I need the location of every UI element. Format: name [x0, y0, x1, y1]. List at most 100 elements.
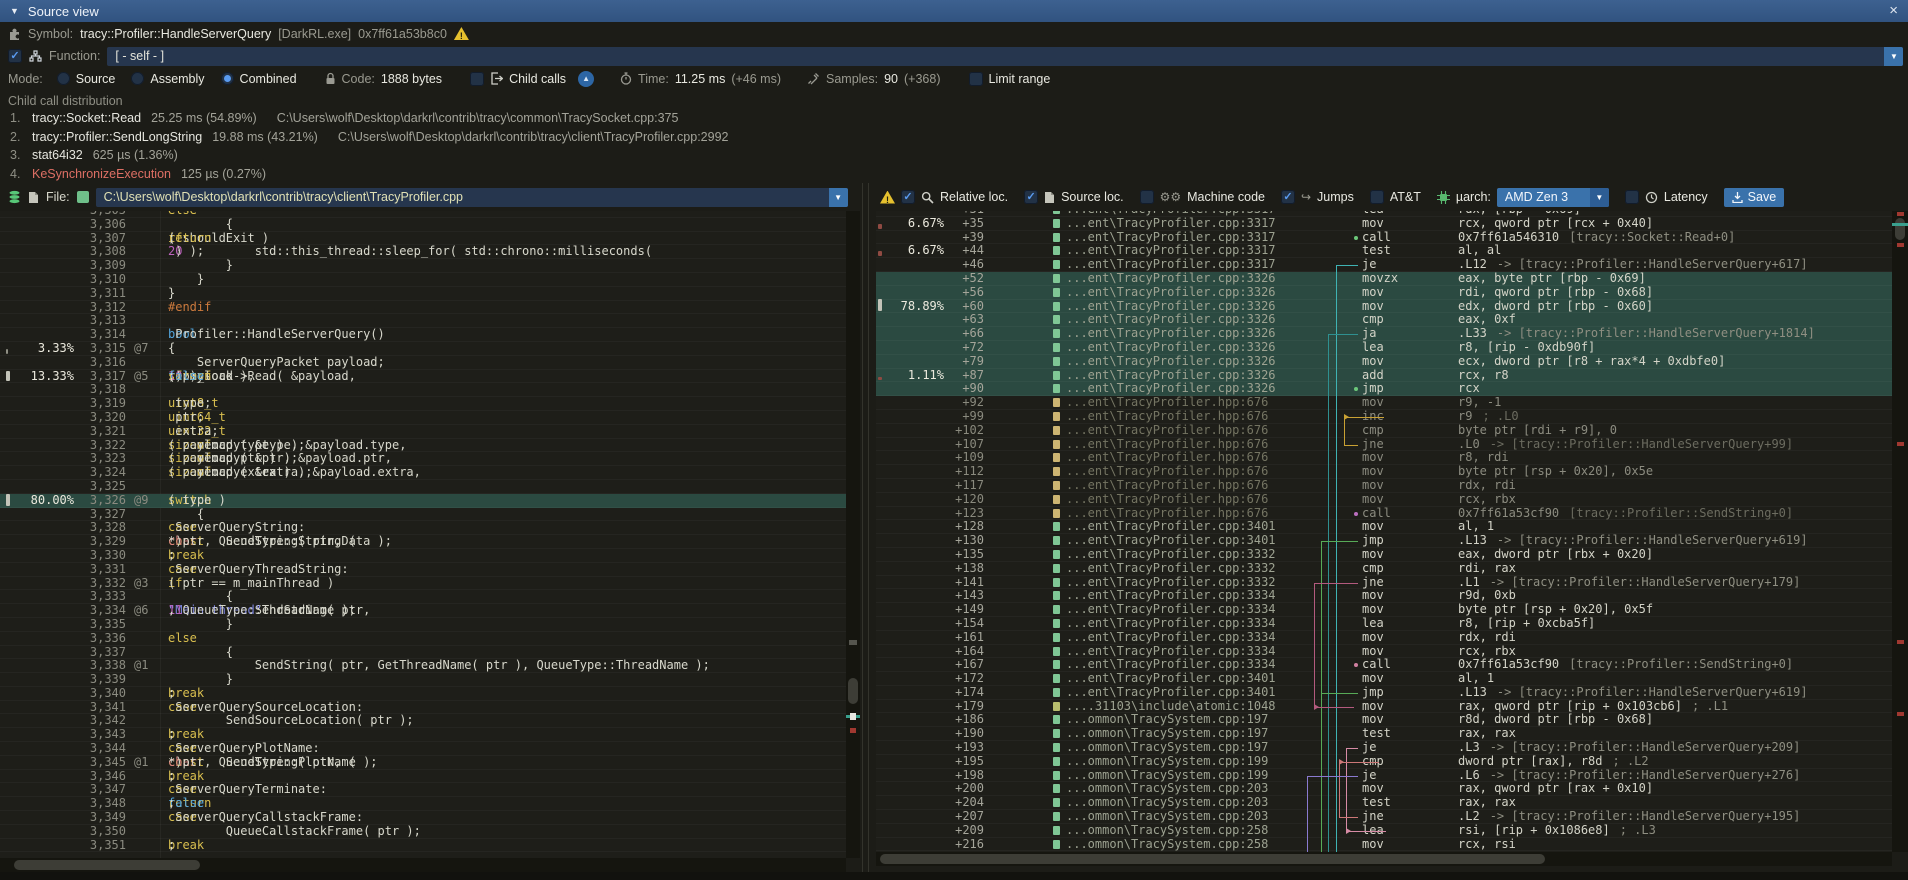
source-line-row[interactable]: 3,341 case ServerQuerySourceLocation:: [0, 700, 846, 715]
chevron-down-icon[interactable]: ▼: [828, 187, 848, 207]
asm-instruction-row[interactable]: +207 ...ommon\TracySystem.cpp:203 jne .L2 ->…: [876, 809, 1892, 824]
source-line-row[interactable]: 3,319 uint8_t type;: [0, 396, 846, 411]
asm-instruction-row[interactable]: +109 ...ent\TracyProfiler.hpp:676 mov r8, r…: [876, 450, 1892, 465]
source-line-row[interactable]: 3,311}: [0, 286, 846, 301]
scrollbar-thumb[interactable]: [880, 854, 1545, 864]
source-line-row[interactable]: 3,322 memcpy( &type, &payload.type, size…: [0, 438, 846, 453]
child-call-item[interactable]: 2. tracy::Profiler::SendLongString 19.88 m…: [0, 128, 1908, 147]
asm-instruction-row[interactable]: +112 ...ent\TracyProfiler.hpp:676 mov byte …: [876, 464, 1892, 479]
scrollbar-thumb[interactable]: [14, 860, 200, 870]
asm-instruction-row[interactable]: +128 ...ent\TracyProfiler.cpp:3401 mov al, …: [876, 519, 1892, 534]
asm-instruction-row[interactable]: +130 ...ent\TracyProfiler.cpp:3401 jmp .L13…: [876, 533, 1892, 548]
source-line-row[interactable]: 3,324 memcpy( &extra, &payload.extra, si…: [0, 465, 846, 480]
source-line-row[interactable]: 13.33% 3,317 @5 if( !m_sock->Read( &payloa…: [0, 369, 846, 384]
current-line-handle[interactable]: [850, 713, 856, 720]
scrollbar-thumb[interactable]: [848, 678, 858, 704]
child-calls-expand-button[interactable]: ▲: [578, 70, 595, 87]
source-line-row[interactable]: 3,337 {: [0, 645, 846, 660]
asm-instruction-row[interactable]: +120 ...ent\TracyProfiler.hpp:676 mov rcx, …: [876, 492, 1892, 507]
relative-loc-checkbox[interactable]: [901, 190, 915, 204]
asm-instruction-row[interactable]: +102 ...ent\TracyProfiler.hpp:676 cmp byte …: [876, 423, 1892, 438]
radio-assembly[interactable]: [131, 72, 145, 85]
asm-instruction-row[interactable]: +117 ...ent\TracyProfiler.hpp:676 mov rdx, …: [876, 478, 1892, 493]
function-select[interactable]: [ - self - ] ▼: [107, 46, 1904, 66]
asm-instruction-row[interactable]: +190 ...ommon\TracySystem.cpp:197 test rax,…: [876, 726, 1892, 741]
asm-instruction-row[interactable]: +198 ...ommon\TracySystem.cpp:199 je .L6 -> …: [876, 768, 1892, 783]
source-line-row[interactable]: 3,313: [0, 314, 846, 328]
source-line-row[interactable]: 3,330 break;: [0, 548, 846, 563]
asm-instruction-row[interactable]: +154 ...ent\TracyProfiler.cpp:3334 lea r8, …: [876, 616, 1892, 631]
source-line-row[interactable]: 3,340 break;: [0, 686, 846, 701]
source-line-row[interactable]: 3,327 {: [0, 507, 846, 522]
scrollbar-thumb[interactable]: [1895, 218, 1905, 240]
source-line-row[interactable]: 3,328 case ServerQueryString:: [0, 521, 846, 535]
close-icon[interactable]: ×: [1889, 2, 1898, 19]
source-line-row[interactable]: 3,320 uint64_t ptr;: [0, 410, 846, 425]
source-line-row[interactable]: 3,351 break;: [0, 838, 846, 853]
source-line-row[interactable]: 3,334 @6 SendString( ptr, "Main thread", …: [0, 603, 846, 618]
radio-combined[interactable]: [220, 72, 234, 85]
source-line-row[interactable]: 3,323 memcpy( &ptr, &payload.ptr, sizeof…: [0, 452, 846, 466]
asm-instruction-row[interactable]: +172 ...ent\TracyProfiler.cpp:3401 mov al, …: [876, 671, 1892, 686]
radio-source[interactable]: [56, 72, 70, 85]
limit-range-checkbox[interactable]: [968, 71, 983, 86]
asm-instruction-row[interactable]: +39 ...ent\TracyProfiler.cpp:3317 call 0x7f…: [876, 230, 1892, 245]
asm-instruction-row[interactable]: +164 ...ent\TracyProfiler.cpp:3334 mov rcx,…: [876, 644, 1892, 659]
child-calls-checkbox[interactable]: [470, 71, 485, 86]
chevron-down-icon[interactable]: ▼: [1884, 46, 1904, 66]
asm-instruction-row[interactable]: +193 ...ommon\TracySystem.cpp:197 je .L3 -> …: [876, 740, 1892, 755]
asm-instruction-row[interactable]: 6.67% +35 ...ent\TracyProfiler.cpp:3317 mov…: [876, 216, 1892, 231]
source-line-row[interactable]: 3,344 case ServerQueryPlotName:: [0, 741, 846, 756]
asm-instruction-row[interactable]: +167 ...ent\TracyProfiler.cpp:3334 call 0x7…: [876, 657, 1892, 672]
asm-instruction-row[interactable]: +138 ...ent\TracyProfiler.cpp:3332 cmp rdi,…: [876, 561, 1892, 576]
source-line-row[interactable]: 3,318: [0, 383, 846, 397]
asm-instruction-row[interactable]: +186 ...ommon\TracySystem.cpp:197 mov r8d, …: [876, 713, 1892, 727]
source-horizontal-scrollbar[interactable]: [0, 858, 846, 872]
source-line-row[interactable]: 3,348 return false;: [0, 796, 846, 811]
source-line-row[interactable]: 3,306 {: [0, 217, 846, 232]
source-line-row[interactable]: 3,310 }: [0, 272, 846, 287]
asm-instruction-row[interactable]: +107 ...ent\TracyProfiler.hpp:676 jne .L0 ->…: [876, 437, 1892, 452]
source-line-row[interactable]: 3,329 SendString( ptr, (const char *)ptr,…: [0, 534, 846, 549]
asm-instruction-row[interactable]: +179 ....31103\include\atomic:1048 mov rax,…: [876, 699, 1892, 714]
source-line-row[interactable]: 3,349 case ServerQueryCallstackFrame:: [0, 810, 846, 825]
source-line-row[interactable]: 80.00% 3,326 @9 switch( type ): [0, 493, 846, 508]
pane-splitter[interactable]: [856, 183, 876, 880]
source-line-row[interactable]: 3,347 case ServerQueryTerminate:: [0, 783, 846, 797]
source-line-row[interactable]: 3,343 break;: [0, 727, 846, 742]
asm-instruction-row[interactable]: +72 ...ent\TracyProfiler.cpp:3326 lea r8, […: [876, 340, 1892, 355]
asm-instruction-row[interactable]: +92 ...ent\TracyProfiler.hpp:676 mov r9, -1: [876, 395, 1892, 410]
asm-instruction-row[interactable]: +66 ...ent\TracyProfiler.cpp:3326 ja .L33 ->…: [876, 326, 1892, 341]
asm-instruction-row[interactable]: +56 ...ent\TracyProfiler.cpp:3326 mov rdi, …: [876, 285, 1892, 300]
source-line-row[interactable]: 3,312 #endif: [0, 300, 846, 315]
latency-checkbox[interactable]: [1624, 190, 1639, 204]
source-line-row[interactable]: 3,325: [0, 479, 846, 494]
child-call-item[interactable]: 1. tracy::Socket::Read 25.25 ms (54.89%) C:…: [0, 109, 1908, 128]
source-line-row[interactable]: 3,307 if( shouldExit ) return;: [0, 231, 846, 246]
source-line-row[interactable]: 3,336 else: [0, 631, 846, 646]
asm-instruction-row[interactable]: +195 ...ommon\TracySystem.cpp:199 cmp dword…: [876, 754, 1892, 769]
source-line-row[interactable]: 3,308 std::this_thread::sleep_for( std::…: [0, 245, 846, 259]
source-line-row[interactable]: 3,305 else: [0, 211, 846, 218]
source-vertical-scrollbar[interactable]: [846, 211, 860, 858]
asm-instruction-row[interactable]: +46 ...ent\TracyProfiler.cpp:3317 je .L12 ->…: [876, 257, 1892, 272]
source-line-row[interactable]: 3,316 ServerQueryPacket payload;: [0, 355, 846, 370]
source-line-row[interactable]: 3,346 break;: [0, 769, 846, 784]
file-select[interactable]: C:\Users\wolf\Desktop\darkrl\contrib\tra…: [95, 187, 848, 207]
asm-instruction-row[interactable]: +123 ...ent\TracyProfiler.hpp:676 call 0x7f…: [876, 506, 1892, 521]
asm-instruction-row[interactable]: +31 ...ent\TracyProfiler.cpp:3317 lea rdx, …: [876, 211, 1892, 217]
asm-instruction-row[interactable]: +161 ...ent\TracyProfiler.cpp:3334 mov rdx,…: [876, 630, 1892, 645]
source-line-row[interactable]: 3,339 }: [0, 672, 846, 687]
collapse-icon[interactable]: ▼: [10, 6, 19, 16]
source-line-row[interactable]: 3,338 @1 SendString( ptr, GetThreadName( …: [0, 658, 846, 673]
asm-instruction-row[interactable]: +63 ...ent\TracyProfiler.cpp:3326 cmp eax, …: [876, 312, 1892, 328]
asm-instruction-row[interactable]: +79 ...ent\TracyProfiler.cpp:3326 mov ecx, …: [876, 354, 1892, 369]
assembly-vertical-scrollbar[interactable]: [1892, 211, 1908, 852]
jumps-checkbox[interactable]: [1280, 190, 1295, 204]
asm-instruction-row[interactable]: +204 ...ommon\TracySystem.cpp:203 test rax,…: [876, 795, 1892, 810]
source-line-row[interactable]: 3,309 }: [0, 258, 846, 273]
source-line-row[interactable]: 3,332 @3 if( ptr == m_mainThread ): [0, 576, 846, 591]
source-line-row[interactable]: 3,314 bool Profiler::HandleServerQuery(): [0, 327, 846, 342]
source-line-row[interactable]: 3,342 SendSourceLocation( ptr );: [0, 714, 846, 728]
source-line-row[interactable]: 3,333 {: [0, 590, 846, 604]
